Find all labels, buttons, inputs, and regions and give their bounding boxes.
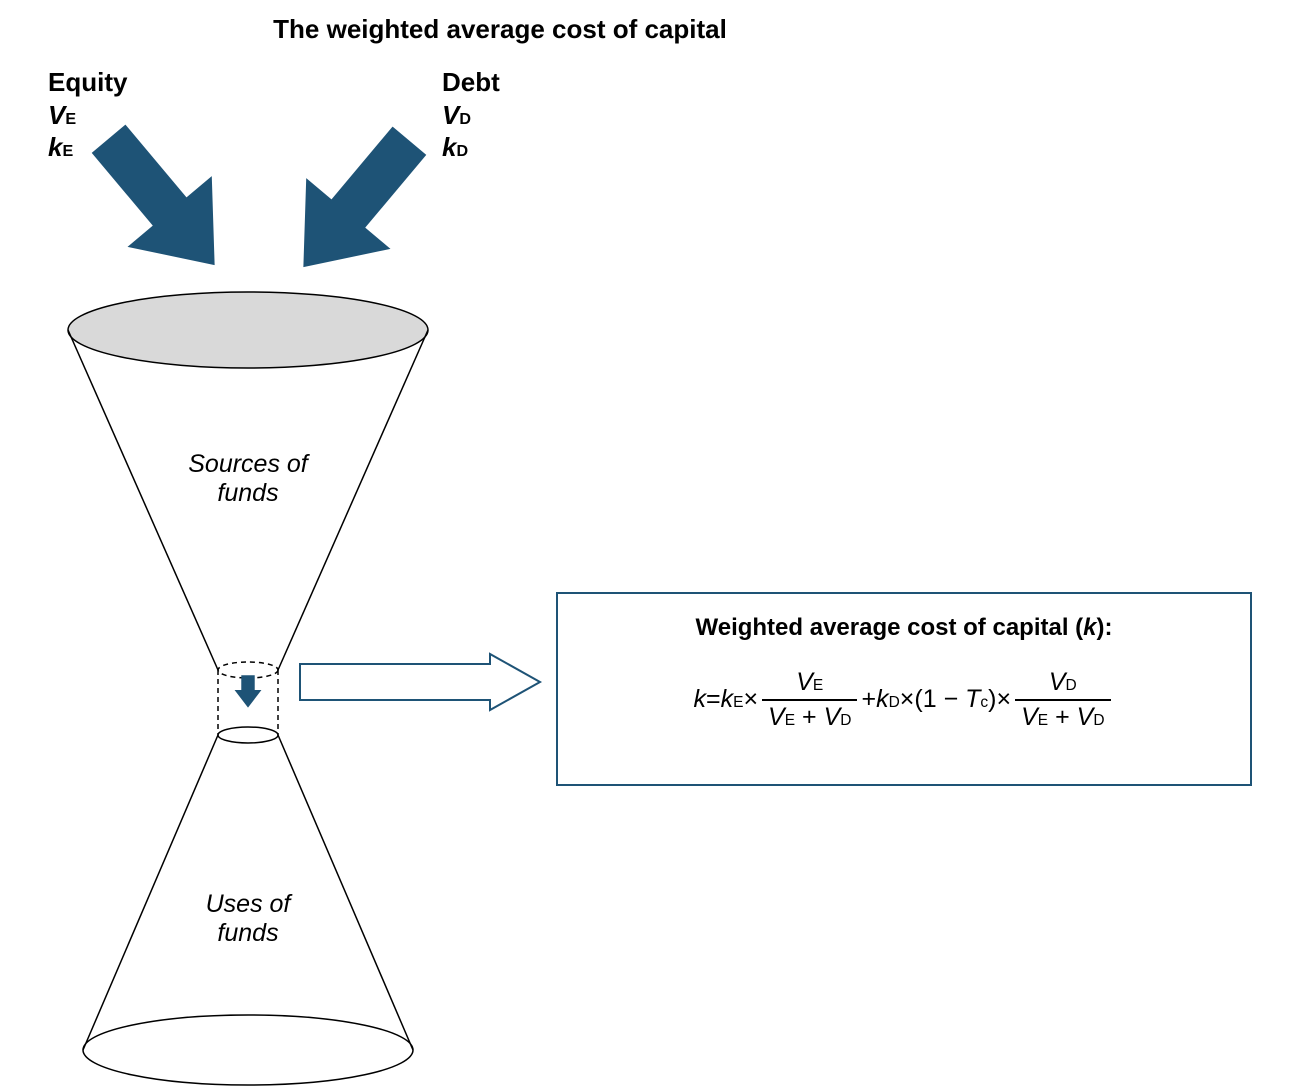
formula-title: Weighted average cost of capital (k): — [588, 614, 1220, 642]
neck-arrow-path — [235, 675, 262, 707]
formula-title-close: ): — [1097, 614, 1113, 641]
formula-title-text: Weighted average cost of capital ( — [696, 614, 1084, 641]
funnel-neck-bottom-ellipse — [218, 727, 278, 743]
equity-arrow-path — [66, 103, 256, 300]
formula-Tc-sub: c — [980, 694, 988, 711]
funnel-lower-right-line — [278, 735, 413, 1050]
funnel-bottom-ellipse — [83, 1015, 413, 1085]
equity-arrow — [66, 103, 256, 300]
frac2-den-VE: V — [1021, 703, 1038, 731]
frac2-den-VD-sub: D — [1093, 712, 1104, 729]
frac2-den-VE-sub: E — [1038, 712, 1048, 729]
formula-kE-sub: E — [733, 694, 743, 711]
frac1-num-V: V — [796, 668, 813, 696]
pointer-arrow — [300, 654, 540, 710]
frac2-num-V: V — [1049, 668, 1066, 696]
neck-arrow — [235, 675, 262, 707]
frac2-den-VD: V — [1077, 703, 1094, 731]
formula-times-3: × — [996, 685, 1011, 714]
frac-VD: VD VE + VD — [1015, 666, 1110, 734]
wacc-formula: k = kE × VE VE + VD + kD × (1 − Tc) × VD… — [588, 666, 1220, 734]
frac1-den-VD-sub: D — [840, 712, 851, 729]
debt-arrow-path — [261, 105, 451, 302]
formula-eq: = — [706, 685, 721, 714]
frac1-den-VE-sub: E — [785, 712, 795, 729]
frac1-den-plus: + — [802, 703, 824, 731]
formula-kD-sub: D — [889, 694, 900, 711]
formula-title-k: k — [1083, 614, 1096, 641]
formula-kE-letter: k — [721, 685, 734, 713]
funnel-top-ellipse — [68, 292, 428, 368]
funnel-lower-left-line — [83, 735, 218, 1050]
formula-times-1: × — [743, 685, 758, 714]
formula-plus: + — [861, 685, 876, 714]
funnel-upper-right-line — [278, 330, 428, 670]
debt-arrow — [261, 105, 451, 302]
diagram-svg — [0, 0, 1296, 1091]
frac2-num-sub: D — [1066, 677, 1077, 694]
formula-times-2: × — [900, 685, 915, 714]
formula-close-paren: ) — [988, 685, 996, 713]
formula-kD-letter: k — [876, 685, 889, 713]
formula-one-minus: (1 − — [914, 685, 965, 713]
funnel-upper-left-line — [68, 330, 218, 670]
frac2-den-plus: + — [1055, 703, 1077, 731]
formula-k: k — [693, 685, 706, 714]
frac1-num-sub: E — [813, 677, 823, 694]
frac1-den-VE: V — [768, 703, 785, 731]
frac-VE: VE VE + VD — [762, 666, 857, 734]
formula-Tc-letter: T — [965, 685, 980, 713]
formula-box: Weighted average cost of capital (k): k … — [556, 592, 1252, 786]
frac1-den-VD: V — [824, 703, 841, 731]
